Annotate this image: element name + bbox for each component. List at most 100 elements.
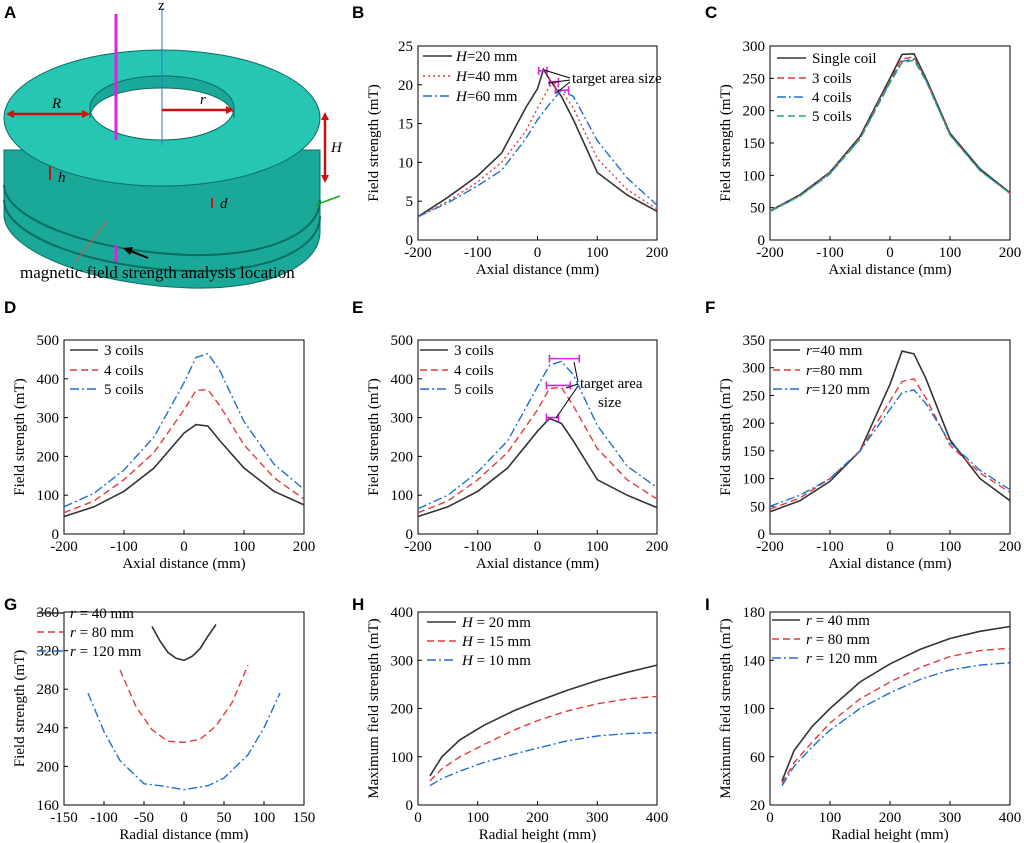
H-arrow-head-top: [321, 112, 329, 120]
chart-b-annotation: target area size: [543, 69, 662, 94]
legend-h-item-2: H = 10 mm: [461, 653, 531, 669]
chart-h-legend: H = 20 mm H = 15 mm H = 10 mm: [427, 615, 531, 669]
chart-g-ytick-label: 240: [37, 721, 60, 737]
legend-i-rest-1: = 80 mm: [812, 632, 870, 648]
panel-c: C -200 -100 0 100 200 0 50 100 150 200 250 300 Axial…: [705, 3, 1021, 278]
chart-c-ytick-label: 50: [750, 201, 765, 217]
chart-b-ylabel: Field strength (mT): [366, 84, 382, 201]
legend-e-item-2: 5 coils: [454, 382, 494, 398]
chart-c-xlabel: Axial distance (mm): [828, 262, 951, 278]
chart-g-xtick-label: -100: [90, 810, 118, 826]
legend-f-item-1: r=80 mm: [806, 363, 863, 379]
legend-h-item-0: H = 20 mm: [461, 615, 531, 631]
legend-f-var-1: r: [806, 363, 812, 379]
chart-e-xtick-label: 0: [534, 539, 542, 555]
legend-b-var-2: H: [455, 89, 468, 105]
R-arrow-head-left: [6, 110, 14, 118]
legend-c-item-0: Single coil: [812, 51, 877, 67]
chart-e-ytick-label: 400: [391, 372, 414, 388]
legend-h-var-1: H: [461, 634, 474, 650]
chart-b-axes: -200 -100 0 100 200 0 5 10 15 20 25 Axial distance …: [366, 39, 668, 278]
chart-c-xtick-label: 100: [939, 245, 962, 261]
chart-i-ytick-label: 140: [743, 653, 766, 669]
chart-b-ytick-label: 10: [398, 155, 413, 171]
chart-d-xtick-label: 0: [180, 539, 188, 555]
chart-h-xtick-label: 200: [526, 810, 549, 826]
chart-e-ytick-label: 200: [391, 449, 414, 465]
chart-e-ytick-label: 100: [391, 488, 414, 504]
chart-f-ytick-label: 100: [743, 472, 766, 488]
legend-i-var-2: r: [806, 651, 812, 667]
chart-f-lines: [769, 350, 1011, 513]
chart-f-legend: r=40 mm r=80 mm r=120 mm: [773, 343, 870, 398]
annotation-b-pointer-1: [543, 69, 571, 79]
caption-arrow-head: [123, 247, 133, 255]
legend-f-rest-1: =80 mm: [812, 363, 863, 379]
chart-c-lines: [769, 52, 1011, 213]
chart-c-xtick-label: 200: [999, 245, 1022, 261]
chart-b-xtick-label: 200: [646, 245, 669, 261]
legend-g-var-1: r: [70, 625, 76, 641]
chart-c-xtick-label: -200: [756, 245, 784, 261]
annotation-e-pointer-3: [555, 385, 579, 419]
chart-d-series-0: [63, 423, 305, 518]
legend-g-rest-1: = 80 mm: [76, 625, 134, 641]
chart-c-axes: -200 -100 0 100 200 0 50 100 150 200 250 300 Axial d…: [718, 39, 1021, 278]
legend-b-item-0: H=20 mm: [455, 49, 518, 65]
chart-c-xtick-label: -100: [816, 245, 844, 261]
legend-f-var-0: r: [806, 343, 812, 359]
H-label: H: [330, 140, 343, 156]
coil-stack: [3, 49, 321, 289]
d-label: d: [220, 196, 228, 212]
chart-f-series-0: [769, 350, 1011, 513]
panel-label-c: C: [705, 3, 717, 22]
chart-d-ylabel: Field strength (mT): [12, 378, 28, 495]
legend-h-rest-2: = 10 mm: [473, 653, 531, 669]
chart-g-xtick-label: 100: [253, 810, 276, 826]
legend-e-item-0: 3 coils: [454, 343, 494, 359]
chart-d-series-2: [63, 352, 305, 508]
annotation-e-line2: size: [598, 395, 622, 411]
chart-i-ytick-label: 180: [743, 605, 766, 621]
legend-b-var-0: H: [455, 49, 468, 65]
chart-g-ytick-label: 200: [37, 759, 60, 775]
chart-h-xtick-label: 0: [414, 810, 422, 826]
R-arrow-head-right: [82, 110, 90, 118]
panel-label-i: I: [705, 595, 710, 614]
legend-i-var-1: r: [806, 632, 812, 648]
chart-e-target-marker-2: [548, 354, 581, 363]
chart-e-ytick-label: 300: [391, 411, 414, 427]
legend-b-rest-2: =60 mm: [467, 89, 518, 105]
caption: magnetic field strength analysis locatio…: [20, 263, 295, 282]
legend-b-rest-1: =40 mm: [467, 69, 518, 85]
chart-i-axes: 0 100 200 300 400 20 60 100 140 180 Radial height …: [718, 605, 1021, 843]
chart-e-xlabel: Axial distance (mm): [476, 556, 599, 572]
panel-g: G -150 -100 -50 0 50 100 150160200240280320360…: [4, 595, 315, 843]
chart-i-xtick-label: 0: [766, 810, 774, 826]
chart-h-xtick-label: 300: [586, 810, 609, 826]
coil-layer-line-2: [3, 199, 321, 273]
chart-b-ytick-label: 25: [398, 39, 413, 55]
legend-i-item-2: r = 120 mm: [806, 651, 878, 667]
chart-i-series-0: [781, 625, 1011, 782]
chart-g-ytick-label: 280: [37, 682, 60, 698]
chart-c-xtick-label: 0: [886, 245, 894, 261]
chart-g-ytick-label: 160: [37, 798, 60, 814]
chart-e-series-0: [417, 417, 658, 518]
annotation-e-line1: target area: [580, 376, 643, 392]
caption-pointer: [74, 219, 109, 263]
chart-e-xtick-label: 200: [646, 539, 669, 555]
chart-f-ytick-label: 0: [758, 527, 766, 543]
legend-b-rest-0: =20 mm: [467, 49, 518, 65]
legend-b-var-1: H: [455, 69, 468, 85]
annotation-b: target area size: [572, 71, 662, 87]
legend-g-rest-2: = 120 mm: [76, 644, 142, 660]
chart-c-legend: Single coil 3 coils 4 coils 5 coils: [777, 51, 877, 125]
chart-f-xlabel: Axial distance (mm): [828, 556, 951, 572]
r-arrow-head: [226, 106, 234, 114]
legend-c-item-1: 3 coils: [812, 71, 852, 87]
chart-c-ytick-label: 200: [743, 104, 766, 120]
chart-e-series-1: [417, 386, 658, 514]
chart-b-series-2: [417, 89, 658, 218]
chart-e-ylabel: Field strength (mT): [366, 378, 382, 495]
